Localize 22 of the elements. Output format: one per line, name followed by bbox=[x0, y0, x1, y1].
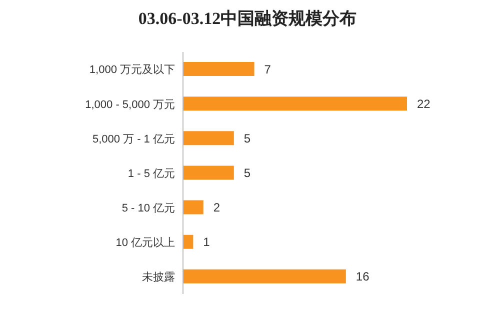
data-label: 22 bbox=[417, 96, 431, 111]
chart-title: 03.06-03.12中国融资规模分布 bbox=[137, 8, 358, 30]
bar bbox=[183, 96, 407, 111]
data-label: 7 bbox=[264, 62, 272, 76]
data-label: 1 bbox=[203, 235, 210, 250]
bar bbox=[183, 131, 234, 146]
y-tick-label: 5,000 万 - 1 亿元 bbox=[92, 133, 175, 146]
data-label: 5 bbox=[244, 166, 251, 180]
y-tick-label: 1,000 万元及以下 bbox=[89, 63, 175, 76]
bar bbox=[183, 200, 204, 214]
bar bbox=[183, 62, 254, 76]
y-tick-label: 1 - 5 亿元 bbox=[128, 168, 175, 180]
data-label: 16 bbox=[356, 270, 370, 284]
bar bbox=[183, 234, 194, 249]
data-label: 2 bbox=[213, 200, 220, 215]
y-tick-label: 10 亿元以上 bbox=[116, 236, 175, 250]
data-label: 5 bbox=[244, 131, 251, 146]
bar bbox=[183, 269, 346, 284]
y-tick-label: 1,000 - 5,000 万元 bbox=[85, 98, 175, 111]
y-tick-label: 未披露 bbox=[142, 270, 175, 284]
bar bbox=[183, 166, 234, 180]
y-tick-label: 5 - 10 亿元 bbox=[122, 202, 175, 214]
